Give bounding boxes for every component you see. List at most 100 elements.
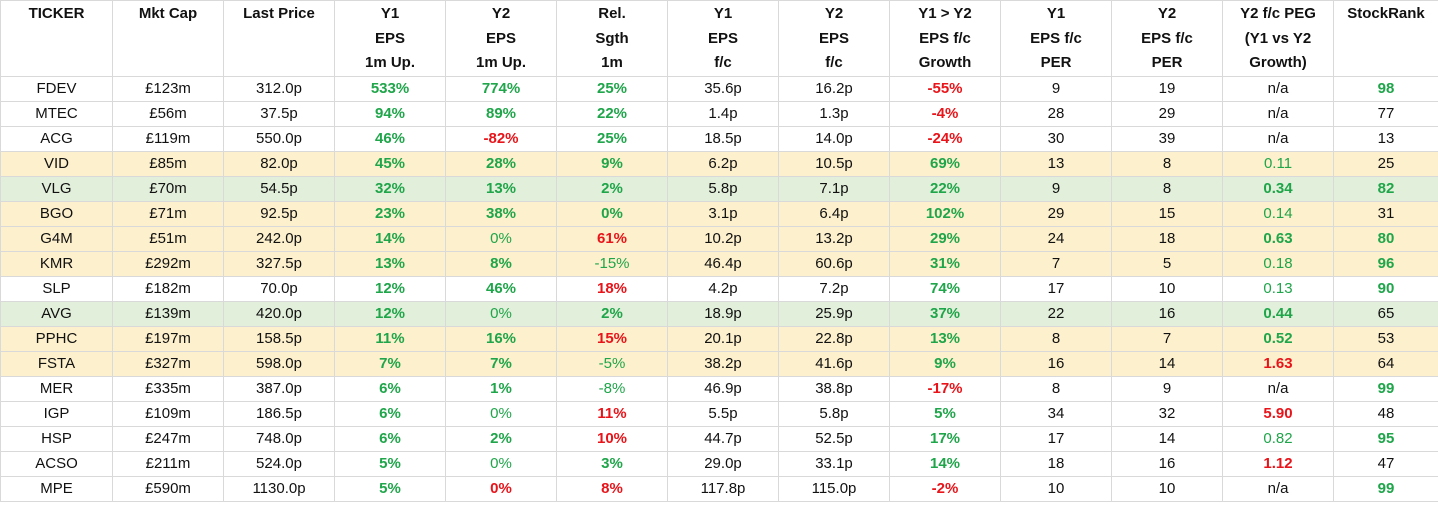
cell-y1-per: 8	[1000, 326, 1112, 352]
cell-y2-per: 5	[1111, 251, 1223, 277]
table-row[interactable]: VLG £70m 54.5p 32% 13% 2% 5.8p 7.1p 22% 9 8 0.34 82	[0, 176, 1438, 202]
table-row[interactable]: HSP £247m 748.0p 6% 2% 10% 44.7p 52.5p 17% 17 14 0.…	[0, 426, 1438, 452]
column-header-y2-eps-fc[interactable]: Y2 EPS f/c	[778, 0, 890, 77]
column-header-stockrank[interactable]: StockRank	[1333, 0, 1438, 77]
table-row[interactable]: FSTA £327m 598.0p 7% 7% -5% 38.2p 41.6p 9% 16 14 1.…	[0, 351, 1438, 377]
table-row[interactable]: ACG £119m 550.0p 46% -82% 25% 18.5p 14.0p -24% 30…	[0, 126, 1438, 152]
table-row[interactable]: IGP £109m 186.5p 6% 0% 11% 5.5p 5.8p 5% 34 32 5.90 4…	[0, 401, 1438, 427]
cell-y2-peg: 0.44	[1222, 301, 1334, 327]
cell-y1-eps-1m-up: 14%	[334, 226, 446, 252]
cell-y2-eps-1m-up: 13%	[445, 176, 557, 202]
column-header-y2-peg[interactable]: Y2 f/c PEG (Y1 vs Y2 Growth)	[1222, 0, 1334, 77]
cell-rel-sgth-1m: 10%	[556, 426, 668, 452]
cell-y2-per: 8	[1111, 176, 1223, 202]
table-row[interactable]: FDEV £123m 312.0p 533% 774% 25% 35.6p 16.2p -55%…	[0, 76, 1438, 102]
cell-rel-sgth-1m: 0%	[556, 201, 668, 227]
table-body: FDEV £123m 312.0p 533% 774% 25% 35.6p 16.2p -55%…	[0, 76, 1438, 502]
table-row[interactable]: AVG £139m 420.0p 12% 0% 2% 18.9p 25.9p 37% 22 16 0.…	[0, 301, 1438, 327]
cell-stockrank: 90	[1333, 276, 1438, 302]
cell-eps-growth: 22%	[889, 176, 1001, 202]
cell-ticker: MTEC	[0, 101, 113, 127]
table-row[interactable]: G4M £51m 242.0p 14% 0% 61% 10.2p 13.2p 29% 24 18 0.…	[0, 226, 1438, 252]
cell-eps-growth: -2%	[889, 476, 1001, 502]
column-header-line: Y1	[380, 5, 400, 22]
cell-y1-eps-1m-up: 6%	[334, 376, 446, 402]
cell-y2-peg: 1.63	[1222, 351, 1334, 377]
column-header-mkt-cap[interactable]: Mkt Cap	[112, 0, 224, 77]
cell-stockrank: 95	[1333, 426, 1438, 452]
cell-y2-eps-fc: 1.3p	[778, 101, 890, 127]
cell-eps-growth: 5%	[889, 401, 1001, 427]
table-row[interactable]: VID £85m 82.0p 45% 28% 9% 6.2p 10.5p 69% 13 8 0.11 2…	[0, 151, 1438, 177]
cell-mkt-cap: £327m	[112, 351, 224, 377]
cell-rel-sgth-1m: -5%	[556, 351, 668, 377]
column-header-line: PER	[1040, 54, 1072, 71]
cell-y2-eps-fc: 115.0p	[778, 476, 890, 502]
table-row[interactable]: MTEC £56m 37.5p 94% 89% 22% 1.4p 1.3p -4% 28 29 n/a…	[0, 101, 1438, 127]
cell-last-price: 158.5p	[223, 326, 335, 352]
cell-y2-eps-1m-up: 46%	[445, 276, 557, 302]
column-header-y1-eps-1m-up[interactable]: Y1 EPS 1m Up.	[334, 0, 446, 77]
cell-ticker: FDEV	[0, 76, 113, 102]
cell-y1-eps-1m-up: 11%	[334, 326, 446, 352]
column-header-y2-eps-1m-up[interactable]: Y2 EPS 1m Up.	[445, 0, 557, 77]
cell-ticker: HSP	[0, 426, 113, 452]
table-row[interactable]: MPE £590m 1130.0p 5% 0% 8% 117.8p 115.0p -2% 10 10…	[0, 476, 1438, 502]
column-header-ticker[interactable]: TICKER	[0, 0, 113, 77]
column-header-eps-growth[interactable]: Y1 > Y2 EPS f/c Growth	[889, 0, 1001, 77]
cell-mkt-cap: £56m	[112, 101, 224, 127]
cell-y2-eps-fc: 25.9p	[778, 301, 890, 327]
table-row[interactable]: PPHC £197m 158.5p 11% 16% 15% 20.1p 22.8p 13% 8 7 0…	[0, 326, 1438, 352]
table-row[interactable]: KMR £292m 327.5p 13% 8% -15% 46.4p 60.6p 31% 7 5 0.…	[0, 251, 1438, 277]
cell-y1-eps-1m-up: 46%	[334, 126, 446, 152]
cell-mkt-cap: £119m	[112, 126, 224, 152]
cell-last-price: 70.0p	[223, 276, 335, 302]
cell-y2-peg: 0.52	[1222, 326, 1334, 352]
cell-y2-eps-fc: 13.2p	[778, 226, 890, 252]
cell-y2-eps-1m-up: 2%	[445, 426, 557, 452]
cell-ticker: G4M	[0, 226, 113, 252]
cell-mkt-cap: £139m	[112, 301, 224, 327]
cell-mkt-cap: £109m	[112, 401, 224, 427]
cell-y2-eps-fc: 14.0p	[778, 126, 890, 152]
cell-y1-per: 22	[1000, 301, 1112, 327]
cell-stockrank: 98	[1333, 76, 1438, 102]
cell-last-price: 186.5p	[223, 401, 335, 427]
column-header-line: PER	[1151, 54, 1183, 71]
cell-eps-growth: -17%	[889, 376, 1001, 402]
column-header-line: 1m	[601, 54, 623, 71]
cell-last-price: 550.0p	[223, 126, 335, 152]
cell-y2-peg: 0.82	[1222, 426, 1334, 452]
cell-y1-eps-1m-up: 5%	[334, 476, 446, 502]
column-header-rel-sgth-1m[interactable]: Rel. Sgth 1m	[556, 0, 668, 77]
table-row[interactable]: SLP £182m 70.0p 12% 46% 18% 4.2p 7.2p 74% 17 10 0.1…	[0, 276, 1438, 302]
cell-mkt-cap: £71m	[112, 201, 224, 227]
cell-y2-per: 19	[1111, 76, 1223, 102]
cell-y2-eps-1m-up: -82%	[445, 126, 557, 152]
cell-y1-per: 29	[1000, 201, 1112, 227]
cell-y1-eps-fc: 20.1p	[667, 326, 779, 352]
cell-eps-growth: 31%	[889, 251, 1001, 277]
cell-y2-peg: 5.90	[1222, 401, 1334, 427]
cell-y2-per: 14	[1111, 351, 1223, 377]
column-header-y1-per[interactable]: Y1 EPS f/c PER	[1000, 0, 1112, 77]
cell-y2-peg: 0.18	[1222, 251, 1334, 277]
cell-y2-eps-fc: 5.8p	[778, 401, 890, 427]
cell-stockrank: 13	[1333, 126, 1438, 152]
table-row[interactable]: BGO £71m 92.5p 23% 38% 0% 3.1p 6.4p 102% 29 15 0.14…	[0, 201, 1438, 227]
cell-eps-growth: 69%	[889, 151, 1001, 177]
column-header-line: 1m Up.	[364, 54, 415, 71]
cell-y2-peg: 0.14	[1222, 201, 1334, 227]
cell-ticker: VID	[0, 151, 113, 177]
column-header-last-price[interactable]: Last Price	[223, 0, 335, 77]
cell-y2-eps-1m-up: 28%	[445, 151, 557, 177]
cell-eps-growth: 13%	[889, 326, 1001, 352]
column-header-y1-eps-fc[interactable]: Y1 EPS f/c	[667, 0, 779, 77]
column-header-y2-per[interactable]: Y2 EPS f/c PER	[1111, 0, 1223, 77]
cell-y2-eps-1m-up: 0%	[445, 401, 557, 427]
cell-rel-sgth-1m: -8%	[556, 376, 668, 402]
table-row[interactable]: MER £335m 387.0p 6% 1% -8% 46.9p 38.8p -17% 8 9 n/a…	[0, 376, 1438, 402]
table-row[interactable]: ACSO £211m 524.0p 5% 0% 3% 29.0p 33.1p 14% 18 16 1.…	[0, 451, 1438, 477]
cell-eps-growth: 17%	[889, 426, 1001, 452]
cell-mkt-cap: £85m	[112, 151, 224, 177]
